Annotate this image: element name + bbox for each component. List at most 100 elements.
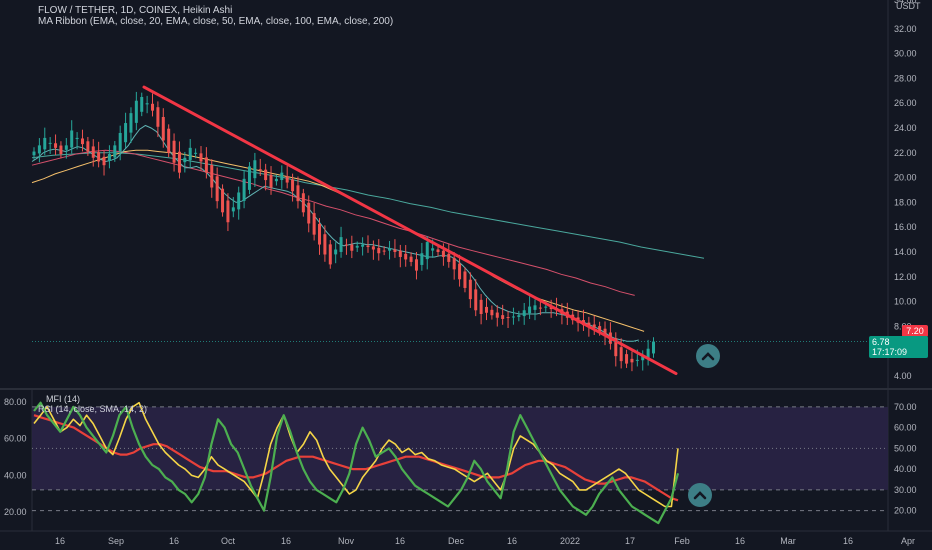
osc-right-tick-label: 60.00 bbox=[894, 423, 917, 433]
candle-body bbox=[285, 176, 289, 183]
chevron-up-icon[interactable] bbox=[688, 483, 712, 507]
candle-body bbox=[361, 244, 365, 247]
candle-body bbox=[48, 142, 52, 144]
candle-body bbox=[215, 176, 219, 202]
candle-body bbox=[80, 138, 84, 145]
candle-body bbox=[134, 100, 138, 123]
candle-body bbox=[371, 246, 375, 250]
candle-body bbox=[291, 179, 295, 192]
current-price-box: 6.78 17:17:09 bbox=[869, 336, 928, 358]
candle-body bbox=[301, 193, 305, 213]
candle-body bbox=[204, 157, 208, 173]
candle-body bbox=[124, 123, 128, 143]
candle-body bbox=[479, 299, 483, 314]
candle-body bbox=[528, 306, 532, 314]
x-tick-label: Sep bbox=[108, 536, 124, 546]
candle-body bbox=[237, 192, 241, 210]
candle-body bbox=[307, 202, 311, 224]
candle-body bbox=[242, 178, 246, 201]
candle-body bbox=[463, 271, 467, 288]
price-tick-label: 4.00 bbox=[894, 371, 912, 381]
price-tick-label: 26.00 bbox=[894, 98, 917, 108]
candle-body bbox=[113, 145, 117, 158]
candle-body bbox=[447, 253, 451, 262]
price-tick-label: 24.00 bbox=[894, 123, 917, 133]
candle-body bbox=[269, 174, 273, 188]
osc-right-tick-label: 70.00 bbox=[894, 402, 917, 412]
candle-body bbox=[167, 128, 171, 153]
candle-body bbox=[339, 237, 343, 252]
symbol-title: FLOW / TETHER, 1D, COINEX, Heikin Ashi bbox=[38, 5, 233, 16]
candle-body bbox=[441, 250, 445, 257]
candle-body bbox=[388, 248, 392, 251]
candle-body bbox=[458, 263, 462, 280]
candle-body bbox=[264, 169, 268, 181]
candle-body bbox=[625, 354, 629, 364]
candle-body bbox=[468, 279, 472, 300]
candle-body bbox=[274, 178, 278, 182]
candle-body bbox=[538, 307, 542, 309]
candle-body bbox=[37, 145, 41, 154]
candle-body bbox=[614, 338, 618, 357]
x-tick-label: 16 bbox=[395, 536, 405, 546]
rsi-label: RSI (14, close, SMA, 14, 2) bbox=[38, 404, 148, 414]
candle-body bbox=[54, 143, 58, 148]
candle-body bbox=[328, 244, 332, 265]
candle-body bbox=[172, 140, 176, 163]
currency-label: USDT bbox=[896, 1, 921, 11]
candle-body bbox=[506, 317, 510, 319]
candle-body bbox=[587, 322, 591, 327]
price-tick-label: 12.00 bbox=[894, 272, 917, 282]
candle-body bbox=[603, 328, 607, 337]
candle-body bbox=[70, 130, 74, 148]
candle-body bbox=[91, 146, 95, 158]
candle-body bbox=[409, 256, 413, 262]
candle-body bbox=[452, 257, 456, 270]
candle-body bbox=[129, 113, 133, 133]
x-tick-label: Mar bbox=[780, 536, 796, 546]
candle-body bbox=[323, 234, 327, 255]
candle-body bbox=[334, 249, 338, 255]
candle-body bbox=[86, 141, 90, 152]
price-tick-label: 14.00 bbox=[894, 247, 917, 257]
osc-left-tick-label: 20.00 bbox=[4, 507, 27, 517]
ema-50-line bbox=[31, 149, 645, 332]
price-tick-label: 28.00 bbox=[894, 73, 917, 83]
price-tick-label: 10.00 bbox=[894, 297, 917, 307]
candle-body bbox=[495, 312, 499, 318]
ema-100-line bbox=[31, 149, 635, 296]
candle-body bbox=[522, 310, 526, 317]
candle-body bbox=[231, 207, 235, 212]
candle-body bbox=[258, 169, 262, 171]
candle-body bbox=[598, 326, 602, 332]
x-tick-label: Nov bbox=[338, 536, 355, 546]
osc-left-tick-label: 60.00 bbox=[4, 434, 27, 444]
last-price-box: 7.20 bbox=[902, 325, 928, 337]
candle-body bbox=[420, 253, 424, 265]
candle-body bbox=[619, 347, 623, 362]
osc-right-tick-label: 20.00 bbox=[894, 506, 917, 516]
x-tick-label: 2022 bbox=[560, 536, 580, 546]
candle-body bbox=[517, 315, 521, 317]
price-tick-label: 30.00 bbox=[894, 49, 917, 59]
x-tick-label: 17 bbox=[625, 536, 635, 546]
candle-body bbox=[151, 103, 155, 111]
osc-left-tick-label: 80.00 bbox=[4, 397, 27, 407]
x-tick-label: 16 bbox=[55, 536, 65, 546]
candle-body bbox=[425, 242, 429, 260]
osc-right-tick-label: 40.00 bbox=[894, 464, 917, 474]
candle-body bbox=[474, 289, 478, 311]
x-tick-label: 16 bbox=[843, 536, 853, 546]
price-tick-label: 18.00 bbox=[894, 197, 917, 207]
osc-right-tick-label: 50.00 bbox=[894, 443, 917, 453]
x-tick-label: Dec bbox=[448, 536, 465, 546]
candle-body bbox=[247, 166, 251, 190]
candle-body bbox=[145, 103, 149, 105]
candle-body bbox=[635, 359, 639, 361]
x-tick-label: 16 bbox=[281, 536, 291, 546]
candle-body bbox=[404, 253, 408, 260]
candle-body bbox=[414, 259, 418, 271]
candle-body bbox=[59, 145, 63, 155]
chevron-up-icon[interactable] bbox=[696, 344, 720, 368]
